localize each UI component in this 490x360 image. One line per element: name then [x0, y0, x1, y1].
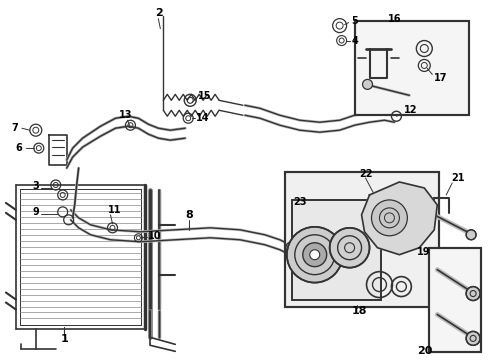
Circle shape [310, 250, 319, 260]
Text: 11: 11 [107, 205, 121, 215]
Text: 3: 3 [33, 181, 40, 191]
Circle shape [287, 227, 343, 283]
Text: 15: 15 [198, 91, 212, 101]
Text: 22: 22 [360, 169, 373, 179]
Bar [355, 21, 469, 115]
Circle shape [330, 228, 369, 268]
Bar [429, 248, 481, 352]
Text: 23: 23 [293, 197, 306, 207]
Text: 14: 14 [196, 113, 210, 123]
Text: 6: 6 [15, 143, 22, 153]
Text: 1: 1 [61, 334, 69, 345]
Bar [429, 248, 481, 352]
Circle shape [363, 80, 372, 89]
Text: 17: 17 [434, 73, 448, 84]
Circle shape [371, 200, 407, 236]
Text: 21: 21 [451, 173, 465, 183]
Bar [292, 200, 382, 300]
Text: 7: 7 [11, 123, 18, 133]
Text: 19: 19 [417, 247, 431, 257]
Bar [355, 21, 469, 115]
Text: 8: 8 [185, 210, 193, 220]
Bar [285, 172, 439, 306]
Bar [292, 200, 382, 300]
Text: 16: 16 [388, 14, 401, 24]
Text: 4: 4 [352, 36, 358, 46]
Polygon shape [362, 182, 437, 255]
Circle shape [466, 230, 476, 240]
Text: 9: 9 [33, 207, 40, 217]
Text: 5: 5 [352, 15, 358, 26]
Text: 12: 12 [404, 105, 418, 115]
Bar [285, 172, 439, 306]
Circle shape [303, 243, 327, 267]
Text: 20: 20 [417, 346, 433, 356]
Circle shape [466, 287, 480, 301]
Text: 18: 18 [352, 306, 367, 316]
Circle shape [466, 332, 480, 345]
Text: 2: 2 [155, 8, 163, 18]
Text: 13: 13 [119, 110, 132, 120]
Text: 10: 10 [148, 231, 162, 241]
